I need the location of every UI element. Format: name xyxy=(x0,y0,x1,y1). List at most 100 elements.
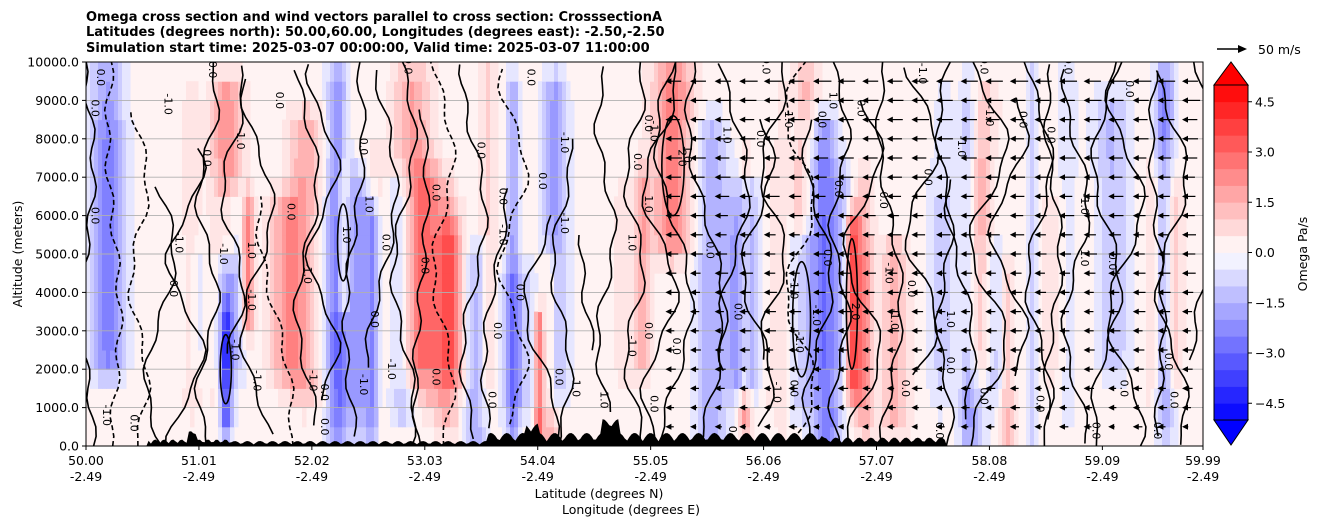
wind-vector-head xyxy=(985,423,992,430)
omega-fill-cell xyxy=(298,330,303,351)
omega-fill-cell xyxy=(90,350,95,370)
wind-vector-head xyxy=(1058,231,1065,238)
omega-fill-cell xyxy=(666,81,671,101)
wind-vector-head xyxy=(714,308,721,315)
omega-fill-cell xyxy=(930,196,935,217)
x-tick-longitude: -2.49 xyxy=(183,469,215,484)
omega-fill-cell xyxy=(702,177,707,197)
omega-fill-cell xyxy=(662,177,667,197)
omega-fill-cell xyxy=(706,234,711,255)
omega-fill-cell xyxy=(190,369,195,389)
omega-fill-cell xyxy=(494,100,499,121)
omega-fill-cell xyxy=(510,369,515,389)
omega-fill-cell xyxy=(718,177,723,197)
omega-fill-cell xyxy=(734,177,739,197)
contour-label: -1.0 xyxy=(771,382,784,403)
omega-fill-cell xyxy=(666,100,671,121)
omega-fill-cell xyxy=(250,215,255,236)
omega-fill-cell xyxy=(962,369,967,389)
colorbar-label: Omega Pa/s xyxy=(1295,217,1310,292)
omega-fill-cell xyxy=(314,119,319,140)
omega-fill-cell xyxy=(330,292,335,313)
omega-fill-cell xyxy=(874,234,879,255)
omega-fill-cell xyxy=(846,388,851,409)
omega-fill-cell xyxy=(742,330,747,351)
omega-fill-cell xyxy=(222,119,227,140)
omega-fill-cell xyxy=(706,426,711,446)
omega-fill-cell xyxy=(370,426,375,446)
wind-vector-head xyxy=(813,155,820,161)
title-line-3: Simulation start time: 2025-03-07 00:00:… xyxy=(86,41,650,56)
wind-vector-head xyxy=(985,270,992,277)
wind-vector-head xyxy=(1034,251,1041,257)
omega-fill-cell xyxy=(306,177,311,197)
omega-fill-cell xyxy=(790,369,795,389)
omega-fill-cell xyxy=(1002,407,1007,428)
wind-vector-head xyxy=(936,78,943,85)
omega-fill-cell xyxy=(1126,196,1131,217)
omega-fill-cell xyxy=(266,273,271,293)
omega-fill-cell xyxy=(350,388,355,409)
wind-vector-head xyxy=(813,193,820,200)
omega-fill-cell xyxy=(1070,81,1075,101)
contour-label: 0.0 xyxy=(922,168,935,186)
omega-fill-cell xyxy=(854,196,859,217)
omega-fill-cell xyxy=(746,273,751,293)
omega-fill-cell xyxy=(214,138,219,159)
omega-fill-cell xyxy=(906,234,911,255)
omega-fill-cell xyxy=(830,196,835,217)
omega-fill-cell xyxy=(790,138,795,159)
omega-fill-cell xyxy=(490,254,495,274)
omega-fill-cell xyxy=(478,100,483,121)
omega-fill-cell xyxy=(798,177,803,197)
contour-label: 0.0 xyxy=(379,234,392,252)
omega-fill-cell xyxy=(126,177,131,197)
omega-fill-cell xyxy=(818,311,823,332)
y-axis: 0.01000.02000.03000.04000.05000.06000.07… xyxy=(27,55,86,454)
omega-fill-cell xyxy=(358,234,363,255)
omega-fill-cell xyxy=(690,62,695,82)
omega-fill-cell xyxy=(406,292,411,313)
omega-fill-cell xyxy=(446,234,451,255)
omega-fill-cell xyxy=(678,81,683,101)
omega-fill-cell xyxy=(834,215,839,236)
omega-fill-cell xyxy=(494,158,499,178)
omega-fill-cell xyxy=(974,311,979,332)
omega-fill-cell xyxy=(698,138,703,159)
omega-fill-cell xyxy=(738,350,743,370)
wind-vector-head xyxy=(813,347,820,353)
omega-fill-cell xyxy=(482,81,487,101)
omega-fill-cell xyxy=(678,100,683,121)
omega-fill-cell xyxy=(1094,234,1099,255)
omega-fill-cell xyxy=(554,177,559,197)
omega-fill-cell xyxy=(982,138,987,159)
omega-fill-cell xyxy=(742,138,747,159)
wind-vector-head xyxy=(837,231,844,238)
omega-fill-cell xyxy=(1158,254,1163,274)
omega-fill-cell xyxy=(298,292,303,313)
omega-fill-cell xyxy=(390,119,395,140)
omega-fill-cell xyxy=(1174,350,1179,370)
omega-fill-cell xyxy=(1170,350,1175,370)
omega-fill-cell xyxy=(334,81,339,101)
omega-fill-cell xyxy=(430,407,435,428)
omega-fill-cell xyxy=(246,119,251,140)
omega-fill-cell xyxy=(850,254,855,274)
omega-fill-cell xyxy=(670,196,675,217)
omega-fill-cell xyxy=(234,177,239,197)
omega-fill-cell xyxy=(262,273,267,293)
omega-fill-cell xyxy=(674,177,679,197)
omega-fill-cell xyxy=(818,273,823,293)
wind-vector-head xyxy=(1009,97,1016,104)
omega-fill-cell xyxy=(306,273,311,293)
omega-fill-cell xyxy=(706,177,711,197)
x-tick-latitude: 59.09 xyxy=(1084,453,1120,468)
contour-label: 0.0 xyxy=(899,380,912,398)
omega-fill-cell xyxy=(434,254,439,274)
omega-fill-cell xyxy=(722,138,727,159)
wind-vector-head xyxy=(739,174,746,181)
omega-fill-cell xyxy=(1046,196,1051,217)
wind-vector-head xyxy=(1009,270,1016,277)
omega-fill-cell xyxy=(838,119,843,140)
wind-vector-head xyxy=(936,193,943,200)
